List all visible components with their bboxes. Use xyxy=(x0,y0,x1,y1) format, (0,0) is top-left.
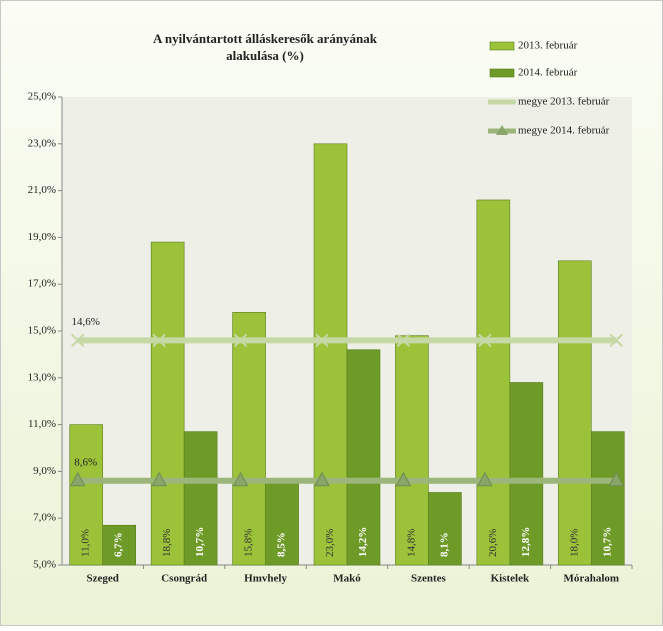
y-tick-label: 11,0% xyxy=(28,418,56,430)
x-tick-label: Hmvhely xyxy=(244,573,287,585)
bar-value-label: 8,1% xyxy=(438,532,450,557)
bar xyxy=(232,311,266,566)
bar-value-label: 14,2% xyxy=(357,527,369,557)
marker xyxy=(71,333,85,348)
bar xyxy=(590,431,625,566)
bar-value-label: 23,0% xyxy=(324,529,336,557)
legend-swatch xyxy=(489,41,515,51)
marker xyxy=(69,471,86,487)
bar-value-label: 20,6% xyxy=(487,529,499,557)
bar xyxy=(346,349,381,566)
x-tick-label: Kistelek xyxy=(491,573,530,585)
marker xyxy=(395,471,412,487)
y-tick-label: 23,0% xyxy=(28,137,56,149)
bar xyxy=(476,199,511,566)
legend-swatch xyxy=(489,68,515,78)
line-value-label: 14,6% xyxy=(72,316,100,328)
marker xyxy=(152,333,166,348)
bar xyxy=(395,335,429,566)
marker xyxy=(151,471,167,487)
legend-marker xyxy=(496,125,508,135)
y-tick-label: 25,0% xyxy=(28,91,56,103)
bar xyxy=(313,143,348,566)
chart-title: A nyilvántartott álláskeresők arányának xyxy=(153,31,378,46)
legend-label: megye 2014. február xyxy=(518,125,610,137)
bar-value-label: 10,7% xyxy=(601,527,613,557)
y-tick-label: 19,0% xyxy=(28,231,56,243)
bar xyxy=(183,431,218,566)
legend-label: megye 2013. február xyxy=(518,96,610,108)
y-tick-label: 17,0% xyxy=(28,278,56,290)
bar-value-label: 15,8% xyxy=(243,529,255,557)
line-value-label: 8,6% xyxy=(74,456,97,468)
bar xyxy=(428,492,462,566)
bar-value-label: 14,8% xyxy=(405,529,417,557)
marker xyxy=(314,471,330,487)
y-tick-label: 9,0% xyxy=(33,465,56,477)
marker xyxy=(478,333,492,348)
bar-value-label: 18,8% xyxy=(161,529,173,557)
bar-value-label: 10,7% xyxy=(194,527,206,557)
y-tick-label: 21,0% xyxy=(28,184,56,196)
y-tick-label: 13,0% xyxy=(28,371,56,383)
bar-value-label: 18,0% xyxy=(568,529,580,557)
bar xyxy=(69,424,104,566)
marker xyxy=(233,333,248,348)
marker xyxy=(477,471,493,487)
bar-value-label: 6,7% xyxy=(113,532,125,557)
y-tick-label: 5,0% xyxy=(33,559,56,571)
marker xyxy=(232,471,249,487)
bar xyxy=(509,382,544,566)
marker xyxy=(315,333,329,348)
chart-title-line2: alakulása (%) xyxy=(226,48,304,63)
bar xyxy=(102,524,137,566)
legend-label: 2013. február xyxy=(518,40,578,52)
marker xyxy=(608,471,625,487)
x-tick-label: Szeged xyxy=(87,573,119,585)
y-tick-label: 7,0% xyxy=(33,512,56,524)
x-tick-label: Szentes xyxy=(411,573,447,585)
legend-label: 2014. február xyxy=(518,67,578,79)
x-tick-label: Makó xyxy=(333,573,361,585)
marker xyxy=(396,333,411,348)
marker xyxy=(609,333,623,348)
x-tick-label: Mórahalom xyxy=(563,573,619,585)
bar-value-label: 8,5% xyxy=(276,532,288,557)
y-tick-label: 15,0% xyxy=(28,325,56,337)
bar xyxy=(265,482,299,566)
bar xyxy=(557,260,592,566)
x-tick-label: Csongrád xyxy=(161,573,207,585)
bar-value-label: 12,8% xyxy=(520,527,532,557)
bar-value-label: 11,0% xyxy=(80,529,92,557)
bar xyxy=(150,241,185,566)
